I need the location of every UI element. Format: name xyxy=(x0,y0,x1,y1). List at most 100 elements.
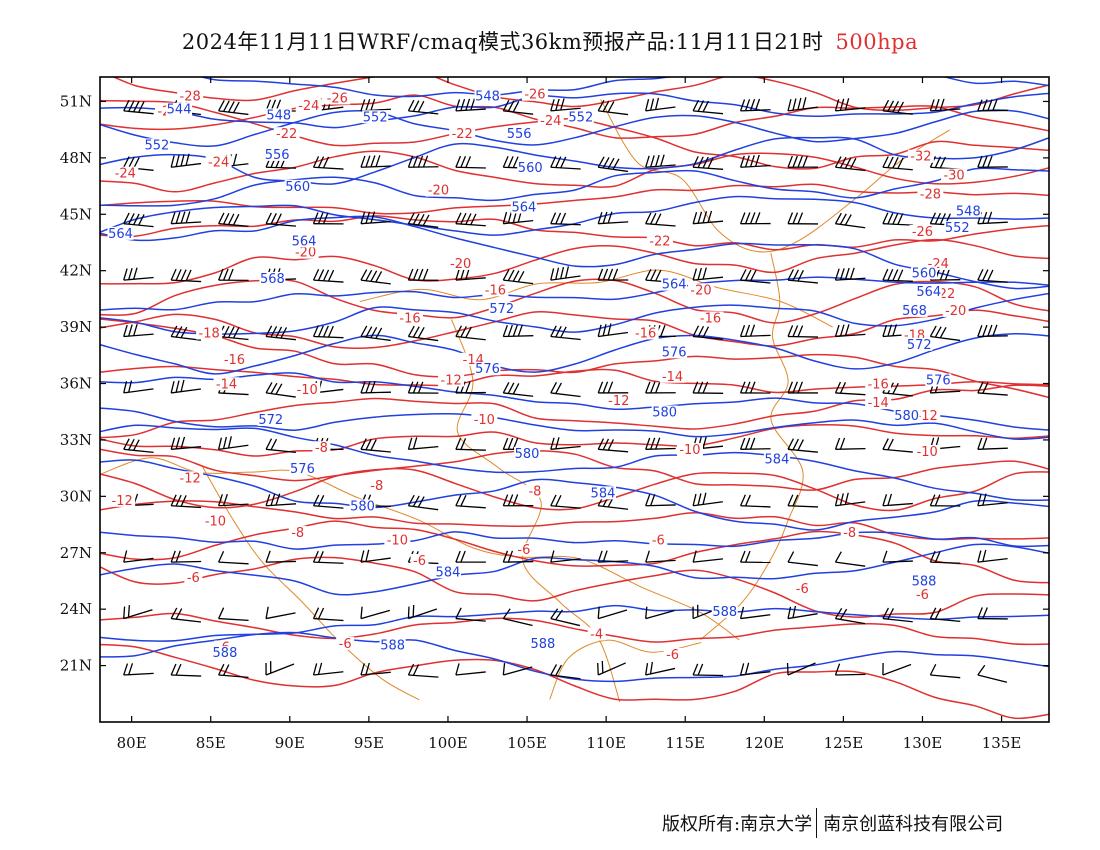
contour-label-bg xyxy=(447,256,474,270)
wind-barb-feather xyxy=(412,437,418,450)
wind-barb-feather xyxy=(977,550,982,563)
wind-barb-feather xyxy=(170,381,175,394)
wind-barb-feather xyxy=(929,325,937,337)
wind-barb-feather xyxy=(460,156,467,168)
wind-barb-feather xyxy=(702,492,707,505)
wind-barb-feather xyxy=(697,325,705,338)
wind-barb xyxy=(787,505,819,508)
wind-barb-feather xyxy=(123,606,126,619)
height-contours xyxy=(100,77,1049,683)
contour-label-bg xyxy=(911,266,938,280)
wind-barb-feather xyxy=(607,157,615,169)
temperature-contour-label: -6 xyxy=(517,543,530,558)
wind-barb-feather xyxy=(934,156,942,168)
wind-barb xyxy=(835,617,866,625)
wind-barb-feather xyxy=(180,154,185,167)
wind-barb-feather xyxy=(939,268,946,281)
wind-barb-feather xyxy=(360,155,366,168)
wind-barb xyxy=(550,166,581,170)
wind-barb-feather xyxy=(185,153,190,166)
wind-barb-feather xyxy=(360,99,366,112)
temperature-contour-label: -22 xyxy=(276,127,297,142)
wind-barb-feather xyxy=(170,268,177,281)
wind-barb-feather xyxy=(218,99,225,112)
temperature-contour-line xyxy=(100,238,1049,285)
wind-barb xyxy=(550,392,581,398)
wind-barb-feather xyxy=(470,98,476,111)
temperature-contours xyxy=(100,77,1049,720)
wind-barb-feather xyxy=(739,324,746,337)
wind-barb-feather xyxy=(422,268,429,281)
wind-barb-feather xyxy=(645,437,651,450)
wind-barb-feather xyxy=(507,494,514,506)
height-contour-label: 552 xyxy=(363,110,388,125)
contour-label-bg xyxy=(264,147,291,161)
contour-label-bg xyxy=(925,373,952,387)
wind-barb-feather xyxy=(502,99,510,112)
wind-barb-feather xyxy=(375,327,383,339)
wind-barb-feather xyxy=(744,494,751,507)
wind-barb xyxy=(693,110,724,115)
wind-barb xyxy=(123,333,154,338)
temperature-contour-label: -10 xyxy=(474,413,495,428)
latitude-axis: 51N 48N 45N 42N 39N 36N 33N 30N 27N 24N 21N xyxy=(60,92,1049,675)
wind-barb-feather xyxy=(455,268,460,281)
temperature-contour-label: -28 xyxy=(920,187,941,202)
temperature-contour-label: -10 xyxy=(917,445,938,460)
contour-label-bg xyxy=(205,155,232,169)
contour-label-bg xyxy=(567,110,594,124)
wind-barb xyxy=(455,505,486,509)
wind-barb xyxy=(265,392,296,398)
wind-barb-feather xyxy=(417,496,425,508)
height-contour-line xyxy=(100,109,1049,148)
temperature-contour-label: -26 xyxy=(524,88,545,103)
wind-barb-feather xyxy=(128,156,135,169)
contour-label-bg xyxy=(942,303,969,317)
wind-barb-feather xyxy=(175,211,181,224)
wind-barb-feather xyxy=(834,607,843,619)
wind-barb-feather xyxy=(175,608,183,620)
wind-barb-feather xyxy=(123,99,130,112)
wind-barb-feather xyxy=(218,494,223,506)
wind-barb-feather xyxy=(123,381,128,394)
wind-barb xyxy=(977,279,1008,283)
height-contour-line xyxy=(199,77,1049,98)
wind-barb-feather xyxy=(882,99,890,112)
wind-barb-feather xyxy=(228,213,235,225)
wind-barb-feather xyxy=(133,100,140,113)
wind-barb-feather xyxy=(844,98,850,111)
temperature-contour-label: -20 xyxy=(428,184,449,199)
wind-barb xyxy=(218,444,249,450)
wind-barb-feather xyxy=(123,156,130,168)
wind-barb-feather xyxy=(892,269,899,281)
temperature-contour-label: -24 xyxy=(115,167,136,182)
wind-barb xyxy=(313,671,344,676)
wind-barb-feather xyxy=(934,494,941,507)
wind-barb-feather xyxy=(792,381,798,394)
wind-barb-feather xyxy=(502,550,509,563)
contour-label-bg xyxy=(605,394,632,408)
wind-barb-feather xyxy=(232,101,240,113)
wind-barb-feather xyxy=(739,381,746,394)
wind-barb-feather xyxy=(645,550,650,563)
wind-barb-feather xyxy=(455,494,462,507)
wind-barb-feather xyxy=(507,100,515,112)
wind-barb-feather xyxy=(977,664,986,676)
lat-tick-label: 24N xyxy=(60,600,92,618)
wind-barb xyxy=(882,617,913,623)
wind-barb xyxy=(977,502,1008,507)
wind-barb-feather xyxy=(502,211,508,224)
wind-barb-feather xyxy=(754,212,761,224)
wind-barb-feather xyxy=(507,550,514,563)
wind-barb-feather xyxy=(692,550,697,563)
wind-barb xyxy=(171,674,202,677)
wind-barb-feather xyxy=(455,99,461,112)
height-contour-label: 560 xyxy=(518,161,543,176)
wind-barb-feather xyxy=(265,606,269,619)
wind-barb-feather xyxy=(317,325,324,337)
wind-barb-feather xyxy=(275,326,283,338)
wind-barb-feather xyxy=(792,438,799,451)
wind-barb xyxy=(266,560,297,563)
wind-barb-feather xyxy=(787,212,794,224)
wind-barb xyxy=(408,446,439,450)
